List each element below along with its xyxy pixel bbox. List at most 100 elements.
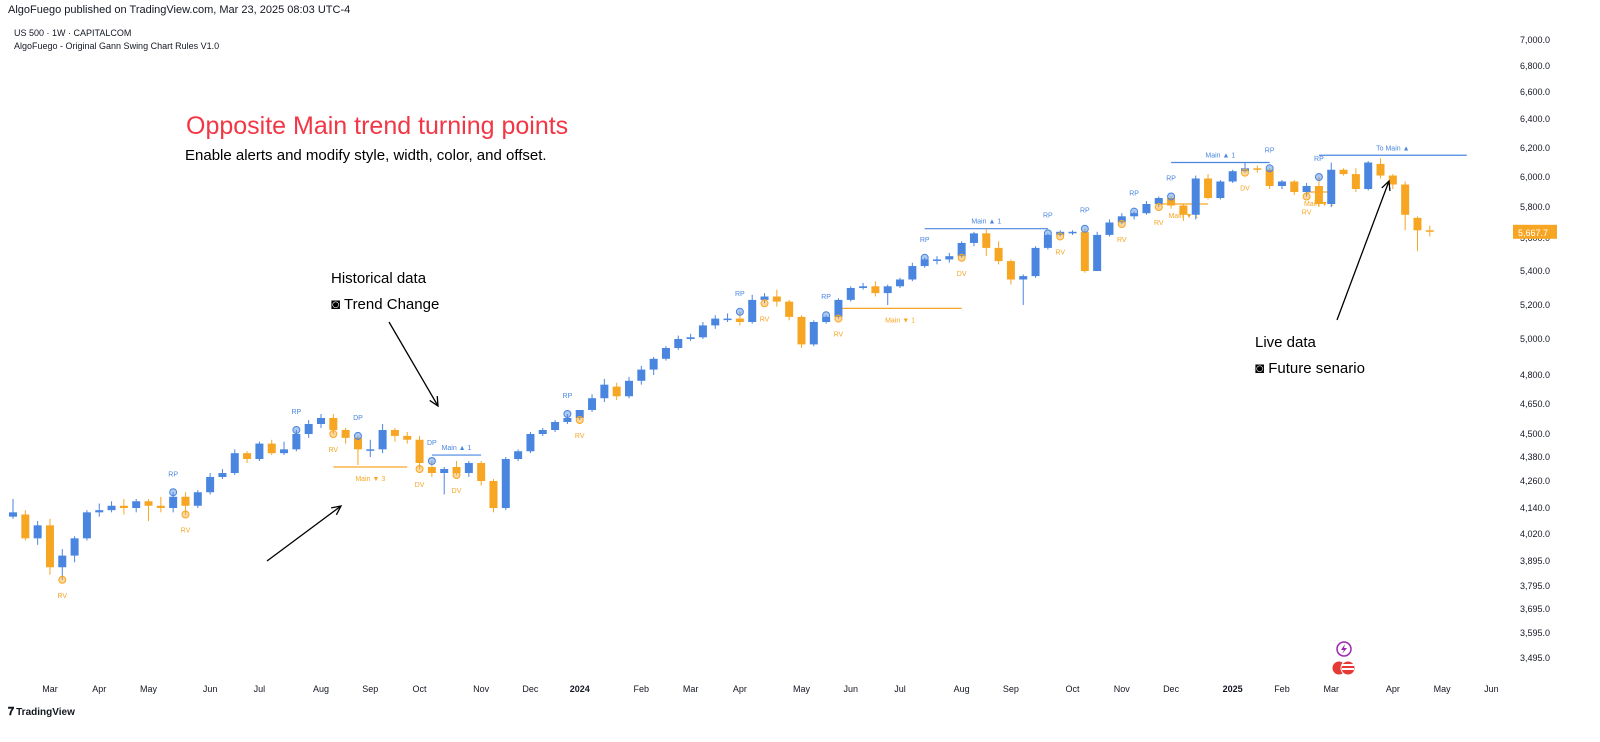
candle-body [107,505,116,511]
x-tick-label: Apr [1386,684,1400,694]
candle-body [230,453,239,473]
candle-body [1154,198,1163,204]
level-line-label: Main ▼ 3 [355,476,385,483]
candle-body [563,418,572,422]
candle-body [353,437,362,450]
swing-marker [1080,224,1089,233]
swing-label: RP [1265,147,1275,154]
candle-body [1290,181,1299,192]
swing-label: RV [1117,237,1127,244]
events-badge-icon[interactable] [1329,640,1359,680]
swing-label: DV [452,488,462,495]
x-tick-label: Dec [1163,684,1180,694]
swing-marker [822,311,831,320]
candle-body [1191,178,1200,215]
candle-body [834,299,843,317]
candle-body [1314,186,1323,204]
candle-body [156,505,165,508]
candle-body [588,398,597,410]
swing-marker [1056,232,1065,241]
candle-body [341,430,350,438]
candle-body [1376,163,1385,176]
candle-body [1080,231,1089,271]
y-tick-label: 5,200.0 [1520,300,1550,310]
candle-body [329,418,338,430]
swing-marker [957,253,966,262]
swing-marker [563,410,572,418]
candle-body [933,259,941,261]
swing-label: RV [575,433,585,440]
candle-body [464,463,473,473]
candle-body [33,525,42,539]
candle-body [846,288,855,300]
swing-marker [415,465,424,473]
x-tick-label: Mar [42,684,58,694]
annotation-arrowhead [1381,179,1391,192]
candle-body [1105,222,1114,235]
level-line-label: Main ▲ 1 [1205,153,1235,160]
x-tick-label: Jun [203,684,218,694]
candle-body [1425,230,1434,232]
candle-body [119,505,128,508]
swing-label: DP [353,415,363,422]
candle-body [1043,234,1052,248]
x-tick-label: Aug [313,684,329,694]
x-tick-label: Aug [954,684,970,694]
candle-body [317,418,325,424]
candle-body [403,435,412,440]
y-tick-label: 6,200.0 [1520,143,1550,153]
x-tick-label: May [793,684,811,694]
swing-marker [920,253,929,262]
symbol-line: US 500 · 1W · CAPITALCOM [14,28,132,38]
candle-body [1388,175,1397,185]
x-tick-label: Jun [1484,684,1499,694]
y-tick-label: 7,000.0 [1520,35,1550,45]
y-tick-label: 5,400.0 [1520,266,1550,276]
candle-body [45,525,54,568]
candle-body [625,380,633,397]
y-tick-label: 5,800.0 [1520,202,1550,212]
candle-body [908,266,917,280]
candle-body [859,286,868,288]
x-tick-label: Sep [1003,684,1019,694]
candle-body [600,384,609,399]
candle-body [489,481,498,508]
annotation-arrow [266,505,342,562]
candle-body [1228,171,1237,182]
swing-marker [1241,168,1249,177]
y-tick-label: 5,000.0 [1520,334,1550,344]
candle-body [1093,234,1102,271]
tradingview-footer[interactable]: 𝟕 TradingView [8,706,75,719]
trend-change-note: ◙ Trend Change [331,296,440,313]
y-tick-label: 6,400.0 [1520,114,1550,124]
swing-marker [1302,192,1311,201]
candle-body [1302,186,1311,192]
candle-body [575,410,584,418]
swing-label: RP [291,409,301,416]
swing-marker [834,314,843,323]
candle-body [415,439,424,463]
swing-marker [1314,173,1323,181]
swing-label: DV [1240,186,1250,193]
candle-body [637,369,646,381]
candle-body [243,453,252,459]
candle-body [1253,168,1262,170]
y-tick-label: 4,650.0 [1520,399,1550,409]
candle-body [514,451,523,459]
swing-marker [760,299,769,308]
x-tick-label: Nov [473,684,490,694]
x-tick-label: Mar [683,684,699,694]
candle-body [686,337,695,339]
level-line-label: Main ▲ 1 [442,445,472,452]
candle-body [526,434,535,452]
x-tick-label: Feb [634,684,650,694]
candle-body [1339,169,1348,175]
swing-marker [1043,229,1052,238]
candle-body [760,296,769,300]
y-tick-label: 6,000.0 [1520,172,1550,182]
candle-body [711,318,720,326]
candle-body [1327,169,1336,204]
candle-body [883,286,892,294]
swing-label: RV [57,593,67,600]
